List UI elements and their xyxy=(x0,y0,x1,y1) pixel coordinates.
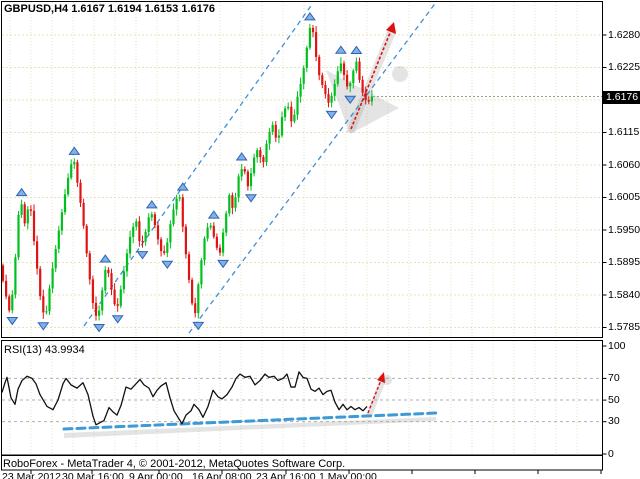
chart-title: GBPUSD,H4 1.6167 1.6194 1.6153 1.6176 xyxy=(4,3,215,15)
current-price-tag: 1.6176 xyxy=(603,91,640,104)
rsi-indicator-label: RSI(13) 43.9934 xyxy=(4,344,85,356)
copyright-text: RoboForex - MetaTrader 4, © 2001-2012, M… xyxy=(3,458,346,470)
